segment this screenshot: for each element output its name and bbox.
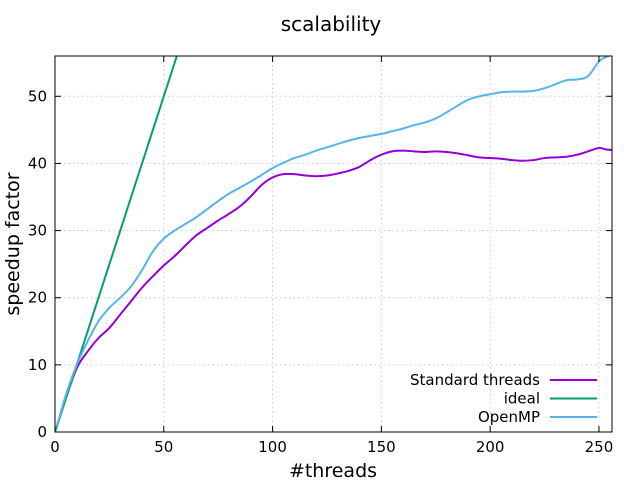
y-tick-label: 30 <box>28 222 47 240</box>
x-tick-label: 0 <box>50 438 60 456</box>
plot-frame <box>54 55 613 433</box>
legend-label-openmp: OpenMP <box>478 408 540 426</box>
y-axis-label: speedup factor <box>2 172 24 315</box>
x-tick-label: 200 <box>476 438 505 456</box>
series-line-openmp <box>56 56 612 427</box>
y-tick-label: 50 <box>28 87 47 105</box>
x-tick-label: 250 <box>585 438 614 456</box>
series-line-standard-threads <box>56 146 612 427</box>
y-tick-label: 10 <box>28 356 47 374</box>
x-axis-label: #threads <box>289 460 377 480</box>
series-lines <box>55 56 612 432</box>
y-tick-label: 20 <box>28 289 47 307</box>
legend-label-ideal: ideal <box>504 390 540 408</box>
y-tick-label: 0 <box>37 423 47 441</box>
x-tick-label: 100 <box>258 438 287 456</box>
grid-lines <box>55 56 612 432</box>
y-tick-label: 40 <box>28 154 47 172</box>
x-tick-label: 150 <box>367 438 396 456</box>
x-tick-label: 50 <box>154 438 173 456</box>
legend-label-standard-threads: Standard threads <box>410 371 540 389</box>
chart-title: scalability <box>281 12 382 36</box>
axis-ticks: 0 50 100 150 200 250 0 10 20 30 40 50 <box>28 56 613 456</box>
